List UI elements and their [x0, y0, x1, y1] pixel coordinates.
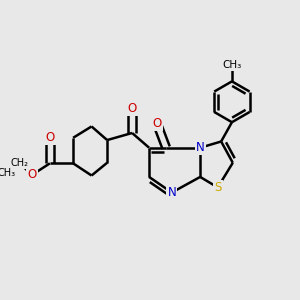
- Text: S: S: [214, 181, 221, 194]
- Text: O: O: [152, 117, 161, 130]
- Text: CH₂: CH₂: [10, 158, 28, 168]
- Text: CH₃: CH₃: [0, 168, 16, 178]
- Text: O: O: [128, 101, 137, 115]
- Text: O: O: [27, 169, 37, 182]
- Text: N: N: [196, 141, 205, 154]
- Text: O: O: [45, 131, 55, 144]
- Text: N: N: [167, 186, 176, 199]
- Text: CH₃: CH₃: [222, 60, 242, 70]
